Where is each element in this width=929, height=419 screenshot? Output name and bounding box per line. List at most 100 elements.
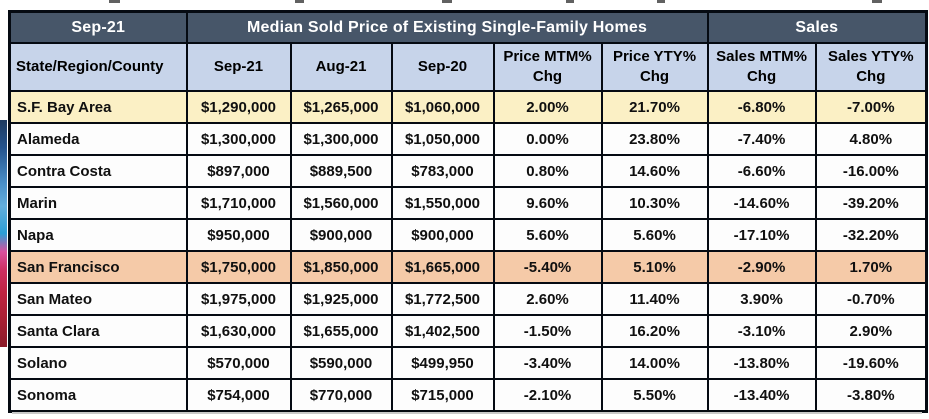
table-row: Napa $950,000 $900,000 $900,000 5.60% 5.60% -1… — [8, 218, 928, 252]
cell-value: -2.10% — [492, 378, 603, 413]
cell-value: -7.00% — [814, 90, 928, 124]
cell-value: 2.90% — [814, 314, 928, 348]
cell-value: -0.70% — [814, 282, 928, 316]
table-row: San Francisco $1,750,000 $1,850,000 $1,665,… — [8, 250, 928, 284]
column-header-sales-mtm-chg: Sales MTM% Chg — [706, 42, 817, 92]
cell-value: -39.20% — [814, 186, 928, 220]
cell-region-name: S.F. Bay Area — [8, 90, 188, 124]
cell-value: $1,975,000 — [185, 282, 292, 316]
date-group-header-cell: Sep-21 — [8, 10, 188, 44]
cell-value: $1,850,000 — [289, 250, 393, 284]
cropped-text-artifact — [657, 0, 665, 3]
cell-value: $1,630,000 — [185, 314, 292, 348]
table-row: Santa Clara $1,630,000 $1,655,000 $1,402,50… — [8, 314, 928, 348]
cell-region-name: San Mateo — [8, 282, 188, 316]
left-gradient-strip — [0, 120, 7, 347]
table-row: Marin $1,710,000 $1,560,000 $1,550,000 9.60%… — [8, 186, 928, 220]
table-row: S.F. Bay Area $1,290,000 $1,265,000 $1,060,… — [8, 90, 928, 124]
cell-region-name: Santa Clara — [8, 314, 188, 348]
cell-value: $1,402,500 — [390, 314, 495, 348]
cell-region-name: Napa — [8, 218, 188, 252]
cell-value: $590,000 — [289, 346, 393, 380]
cropped-text-artifact — [442, 0, 452, 3]
cell-value: 11.40% — [600, 282, 709, 316]
cell-value: $950,000 — [185, 218, 292, 252]
cell-region-name: Solano — [8, 346, 188, 380]
cell-value: $1,925,000 — [289, 282, 393, 316]
cell-value: -3.10% — [706, 314, 817, 348]
cell-value: $1,060,000 — [390, 90, 495, 124]
column-header-row: State/Region/County Sep-21 Aug-21 Sep-20… — [8, 42, 928, 92]
table-row: Solano $570,000 $590,000 $499,950 -3.40% 14.0… — [8, 346, 928, 380]
table-body: S.F. Bay Area $1,290,000 $1,265,000 $1,060,… — [8, 90, 928, 413]
cell-value: $900,000 — [289, 218, 393, 252]
column-header-price-mtm-chg: Price MTM% Chg — [492, 42, 603, 92]
table-row: San Mateo $1,975,000 $1,925,000 $1,772,500 2… — [8, 282, 928, 316]
cell-value: $1,265,000 — [289, 90, 393, 124]
cell-value: -5.40% — [492, 250, 603, 284]
cell-value: 5.10% — [600, 250, 709, 284]
cell-value: 9.60% — [492, 186, 603, 220]
cell-region-name: Contra Costa — [8, 154, 188, 188]
cell-value: -32.20% — [814, 218, 928, 252]
cell-value: 5.60% — [600, 218, 709, 252]
column-header-sep20: Sep-20 — [390, 42, 495, 92]
cell-value: -3.80% — [814, 378, 928, 413]
cell-value: -6.80% — [706, 90, 817, 124]
cell-value: $715,000 — [390, 378, 495, 413]
cell-value: $897,000 — [185, 154, 292, 188]
cropped-text-artifact — [872, 0, 882, 3]
cell-value: -13.80% — [706, 346, 817, 380]
cell-region-name: Alameda — [8, 122, 188, 156]
cell-value: 14.60% — [600, 154, 709, 188]
cell-value: $1,300,000 — [289, 122, 393, 156]
column-header-aug21: Aug-21 — [289, 42, 393, 92]
cell-value: $770,000 — [289, 378, 393, 413]
cell-value: 16.20% — [600, 314, 709, 348]
cell-region-name: San Francisco — [8, 250, 188, 284]
cell-value: 23.80% — [600, 122, 709, 156]
cropped-text-artifact — [295, 0, 304, 3]
cell-value: -13.40% — [706, 378, 817, 413]
cell-value: -14.60% — [706, 186, 817, 220]
cell-value: 5.50% — [600, 378, 709, 413]
cell-value: -16.00% — [814, 154, 928, 188]
cell-value: $1,560,000 — [289, 186, 393, 220]
cell-value: -2.90% — [706, 250, 817, 284]
cell-value: 0.80% — [492, 154, 603, 188]
cell-value: $1,050,000 — [390, 122, 495, 156]
cell-value: 10.30% — [600, 186, 709, 220]
cell-value: -6.60% — [706, 154, 817, 188]
sales-group-header-cell: Sales — [706, 10, 928, 44]
table-row: Sonoma $754,000 $770,000 $715,000 -2.10% 5.50… — [8, 378, 928, 413]
cell-value: $1,750,000 — [185, 250, 292, 284]
cell-value: 21.70% — [600, 90, 709, 124]
cell-value: 14.00% — [600, 346, 709, 380]
group-header-row: Sep-21 Median Sold Price of Existing Sin… — [8, 10, 928, 44]
table-row: Contra Costa $897,000 $889,500 $783,000 0.80… — [8, 154, 928, 188]
column-header-price-yty-chg: Price YTY% Chg — [600, 42, 709, 92]
cell-value: $900,000 — [390, 218, 495, 252]
cell-value: 3.90% — [706, 282, 817, 316]
cell-value: -19.60% — [814, 346, 928, 380]
column-header-sep21: Sep-21 — [185, 42, 292, 92]
cell-region-name: Sonoma — [8, 378, 188, 413]
cell-value: $1,665,000 — [390, 250, 495, 284]
cell-value: -7.40% — [706, 122, 817, 156]
cell-value: $499,950 — [390, 346, 495, 380]
column-header-sales-yty-chg: Sales YTY% Chg — [814, 42, 928, 92]
cell-value: $889,500 — [289, 154, 393, 188]
cell-value: 0.00% — [492, 122, 603, 156]
cell-value: $1,710,000 — [185, 186, 292, 220]
median-price-sales-table: Sep-21 Median Sold Price of Existing Sin… — [8, 10, 929, 413]
table-shadow — [12, 412, 922, 414]
cell-value: 2.00% — [492, 90, 603, 124]
cell-value: $783,000 — [390, 154, 495, 188]
cell-value: 2.60% — [492, 282, 603, 316]
cell-value: $1,290,000 — [185, 90, 292, 124]
cell-value: -1.50% — [492, 314, 603, 348]
cropped-text-artifact — [566, 0, 574, 3]
cell-value: 4.80% — [814, 122, 928, 156]
cell-value: 1.70% — [814, 250, 928, 284]
